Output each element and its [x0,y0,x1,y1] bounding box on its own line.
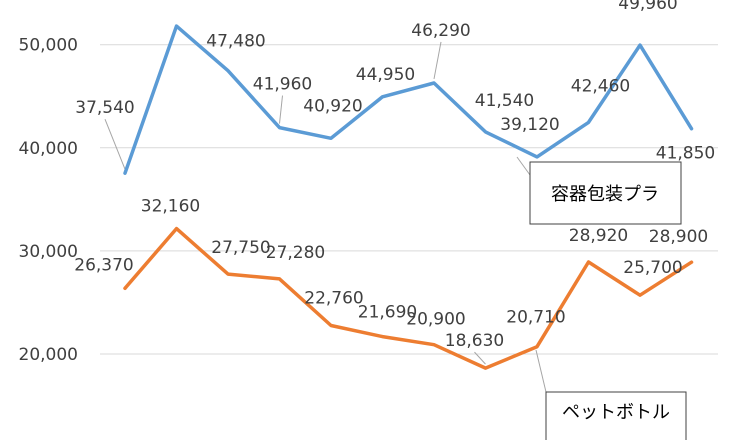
data-label: 20,900 [406,310,465,330]
data-label: 41,850 [656,144,715,164]
data-label: 39,120 [500,115,559,135]
data-label: 21,690 [358,303,417,323]
data-label: 47,480 [206,32,265,52]
legend-pet-label: ペットボトル [562,402,670,423]
legend-pet-pointer [535,349,547,393]
data-label: 41,960 [253,75,312,95]
data-label: 42,460 [571,76,630,96]
data-label: 28,920 [569,226,628,246]
data-label: 27,280 [266,243,325,263]
y-axis-tick-labels: 20,000 30,000 40,000 50,000 [19,36,78,365]
data-label-leader [279,95,283,124]
series-lines [123,24,694,370]
data-label: 40,920 [303,96,362,116]
y-tick-label: 50,000 [19,36,78,56]
y-tick-label: 40,000 [19,139,78,159]
data-label: 37,540 [75,98,134,118]
series-line-0 [123,24,694,175]
data-label-leader [433,41,442,80]
legend-plastic-pointer [516,156,531,176]
data-label: 44,950 [356,65,415,85]
data-label: 18,630 [445,331,504,351]
data-label: 25,700 [623,258,682,278]
legend-plastic-label: 容器包装プラ [551,184,659,205]
y-tick-label: 20,000 [19,345,78,365]
data-label: 41,540 [475,91,534,111]
legend-plastic-box [529,161,682,225]
y-tick-label: 30,000 [19,242,78,262]
data-label-leader [474,351,486,365]
series-line-1 [123,226,694,370]
legend-pet-box [545,391,687,440]
legend-callout-pet: ペットボトル [535,349,687,440]
data-label-leader [104,118,126,170]
data-label: 49,960 [618,0,677,14]
data-label-leader-lines [104,41,486,365]
data-label: 28,900 [649,227,708,247]
data-label: 20,710 [506,308,565,328]
data-label: 32,160 [141,197,200,217]
data-label: 27,750 [211,238,270,258]
data-label: 46,290 [411,21,470,41]
data-labels: 37,54051,80047,48041,96040,92044,95046,2… [74,0,715,351]
data-label: 26,370 [74,255,133,275]
legend-callout-plastic: 容器包装プラ [516,156,682,225]
data-label: 22,760 [304,289,363,309]
